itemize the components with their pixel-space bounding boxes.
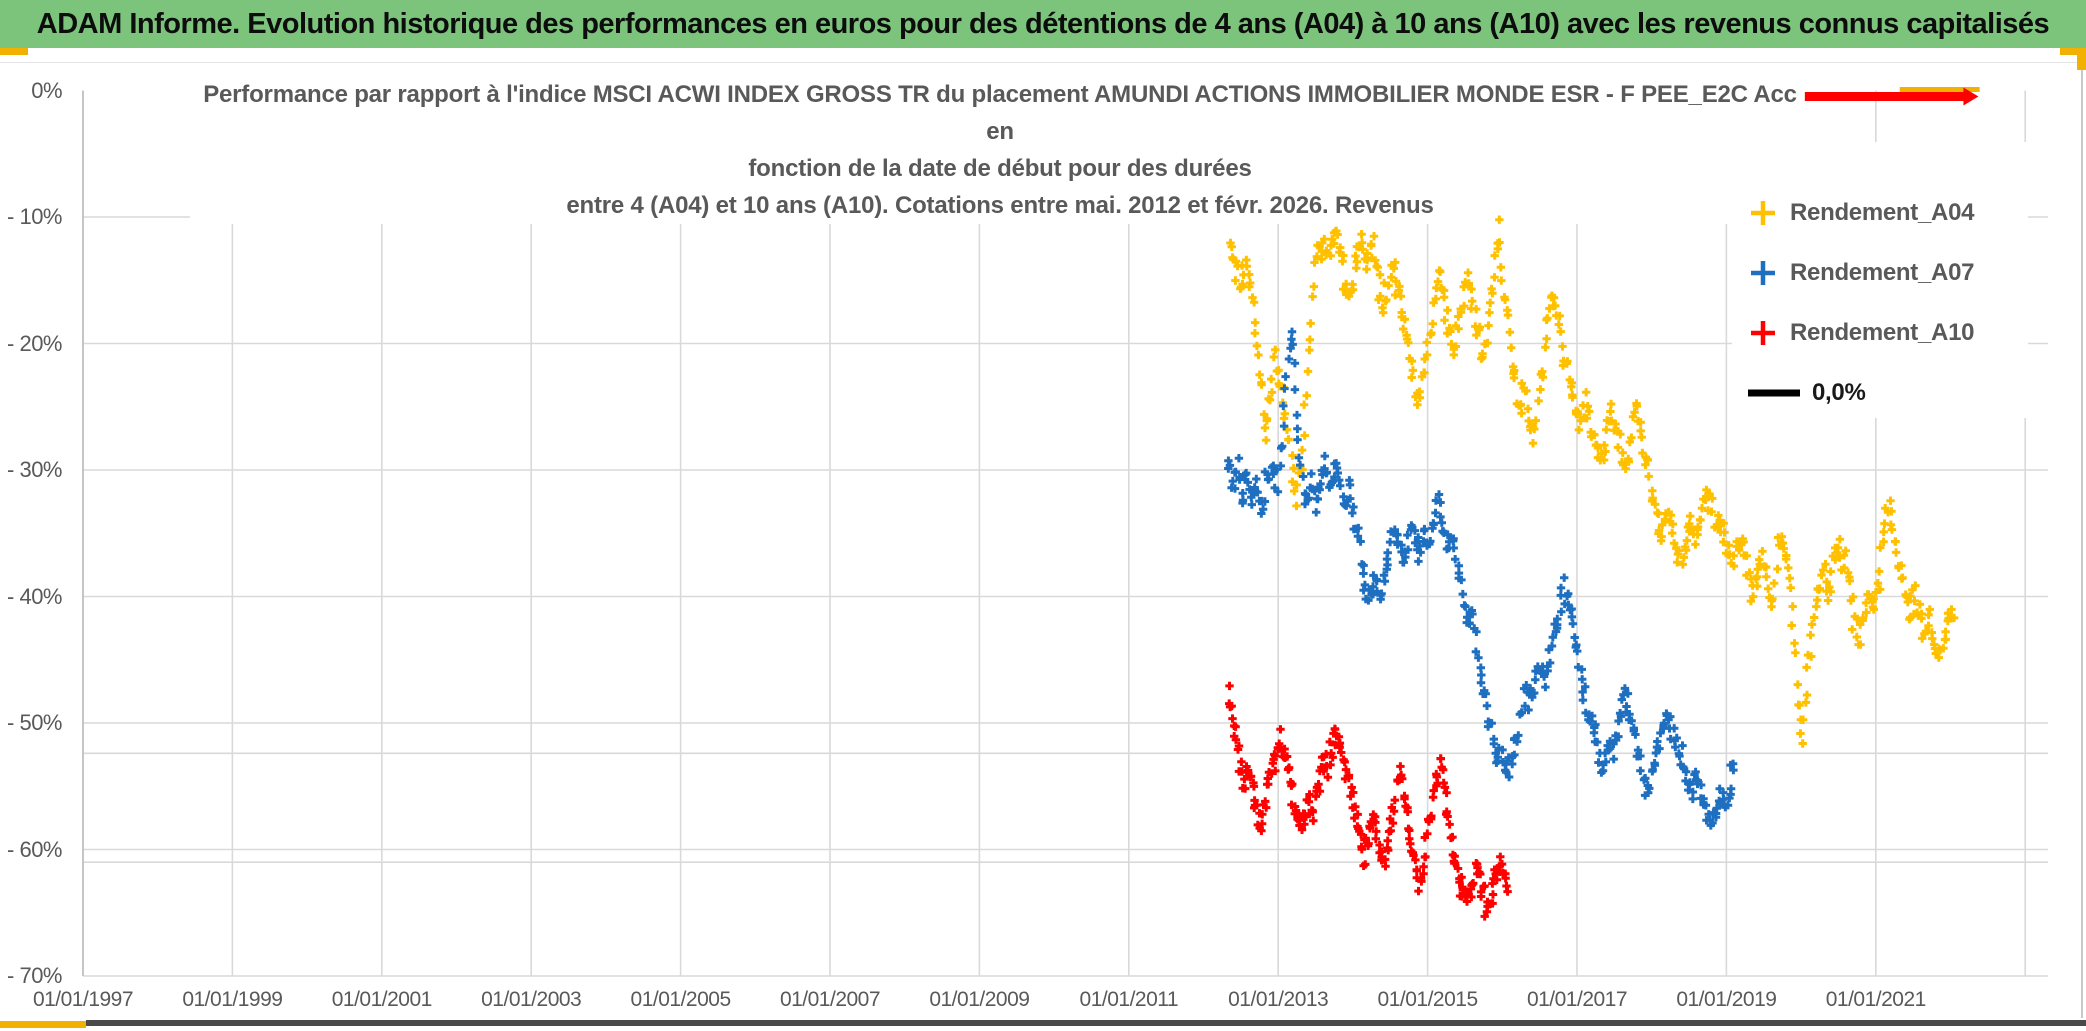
x-axis-label: 01/01/2007 bbox=[779, 988, 881, 1011]
x-axis-label: 01/01/2015 bbox=[1377, 988, 1479, 1011]
legend-item-label: Rendement_A07 bbox=[1790, 259, 1975, 286]
legend-plus-icon bbox=[1751, 201, 1775, 225]
y-axis-label: - 40% bbox=[7, 583, 62, 609]
y-axis-label: - 30% bbox=[7, 457, 62, 482]
chart-title-line1: Performance par rapport à l'indice MSCI … bbox=[203, 81, 1797, 145]
footer-yellow-bar bbox=[0, 1021, 86, 1028]
x-axis-label: 01/01/2019 bbox=[1676, 988, 1777, 1011]
legend-item-label: Rendement_A04 bbox=[1790, 199, 1975, 226]
report-header-title: ADAM Informe. Evolution historique des p… bbox=[36, 7, 2050, 40]
x-axis-label: 01/01/2001 bbox=[331, 988, 433, 1011]
legend-line-icon bbox=[1748, 389, 1800, 397]
x-axis-label: 01/01/2021 bbox=[1825, 988, 1927, 1011]
accent-top-right-horizontal bbox=[2060, 48, 2086, 55]
report-header: ADAM Informe. Evolution historique des p… bbox=[0, 0, 2086, 48]
legend-item-rendement-a07: Rendement_A07 bbox=[1746, 256, 1974, 290]
accent-top-left bbox=[0, 48, 28, 55]
x-axis-label: 01/01/2005 bbox=[630, 988, 732, 1011]
chart-title-line3: entre 4 (A04) et 10 ans (A10). Cotations… bbox=[566, 192, 1434, 219]
y-axis-label: 0% bbox=[31, 77, 62, 103]
y-axis-label: - 10% bbox=[7, 204, 62, 229]
x-axis-label: 01/01/2009 bbox=[929, 988, 1030, 1011]
x-axis-label: 01/01/2011 bbox=[1079, 988, 1179, 1011]
legend-item-label: Rendement_A10 bbox=[1790, 319, 1975, 346]
chart-title-line2: fonction de la date de début pour des du… bbox=[748, 155, 1252, 182]
y-axis-label: - 70% bbox=[7, 963, 62, 988]
x-axis-label: 01/01/2013 bbox=[1228, 988, 1329, 1011]
legend-plus-icon bbox=[1751, 321, 1775, 345]
x-axis-label: 01/01/1999 bbox=[182, 988, 283, 1011]
header-substrip bbox=[0, 48, 2086, 63]
legend-plus-icon bbox=[1751, 261, 1775, 285]
accent-top-right-vertical bbox=[2077, 48, 2086, 70]
legend-item-0-0-: 0,0% bbox=[1746, 376, 1866, 410]
legend-item-label: 0,0% bbox=[1812, 379, 1866, 406]
x-axis-label: 01/01/1997 bbox=[32, 988, 134, 1011]
y-axis-label: - 50% bbox=[7, 710, 62, 735]
y-axis-label: - 60% bbox=[7, 836, 62, 862]
legend-item-rendement-a10: Rendement_A10 bbox=[1746, 316, 1974, 350]
x-axis-label: 01/01/2003 bbox=[481, 988, 582, 1011]
legend-item-rendement-a04: Rendement_A04 bbox=[1746, 196, 1974, 230]
window-right-border bbox=[2081, 60, 2083, 1018]
y-axis-label: - 20% bbox=[7, 330, 62, 356]
chart-legend: Rendement_A04 Rendement_A07 Rendement_A10 0… bbox=[1732, 142, 2028, 418]
footer-dark-bar bbox=[86, 1020, 2086, 1026]
chart-title: Performance par rapport à l'indice MSCI … bbox=[190, 76, 1810, 224]
x-axis-label: 01/01/2017 bbox=[1526, 988, 1628, 1011]
